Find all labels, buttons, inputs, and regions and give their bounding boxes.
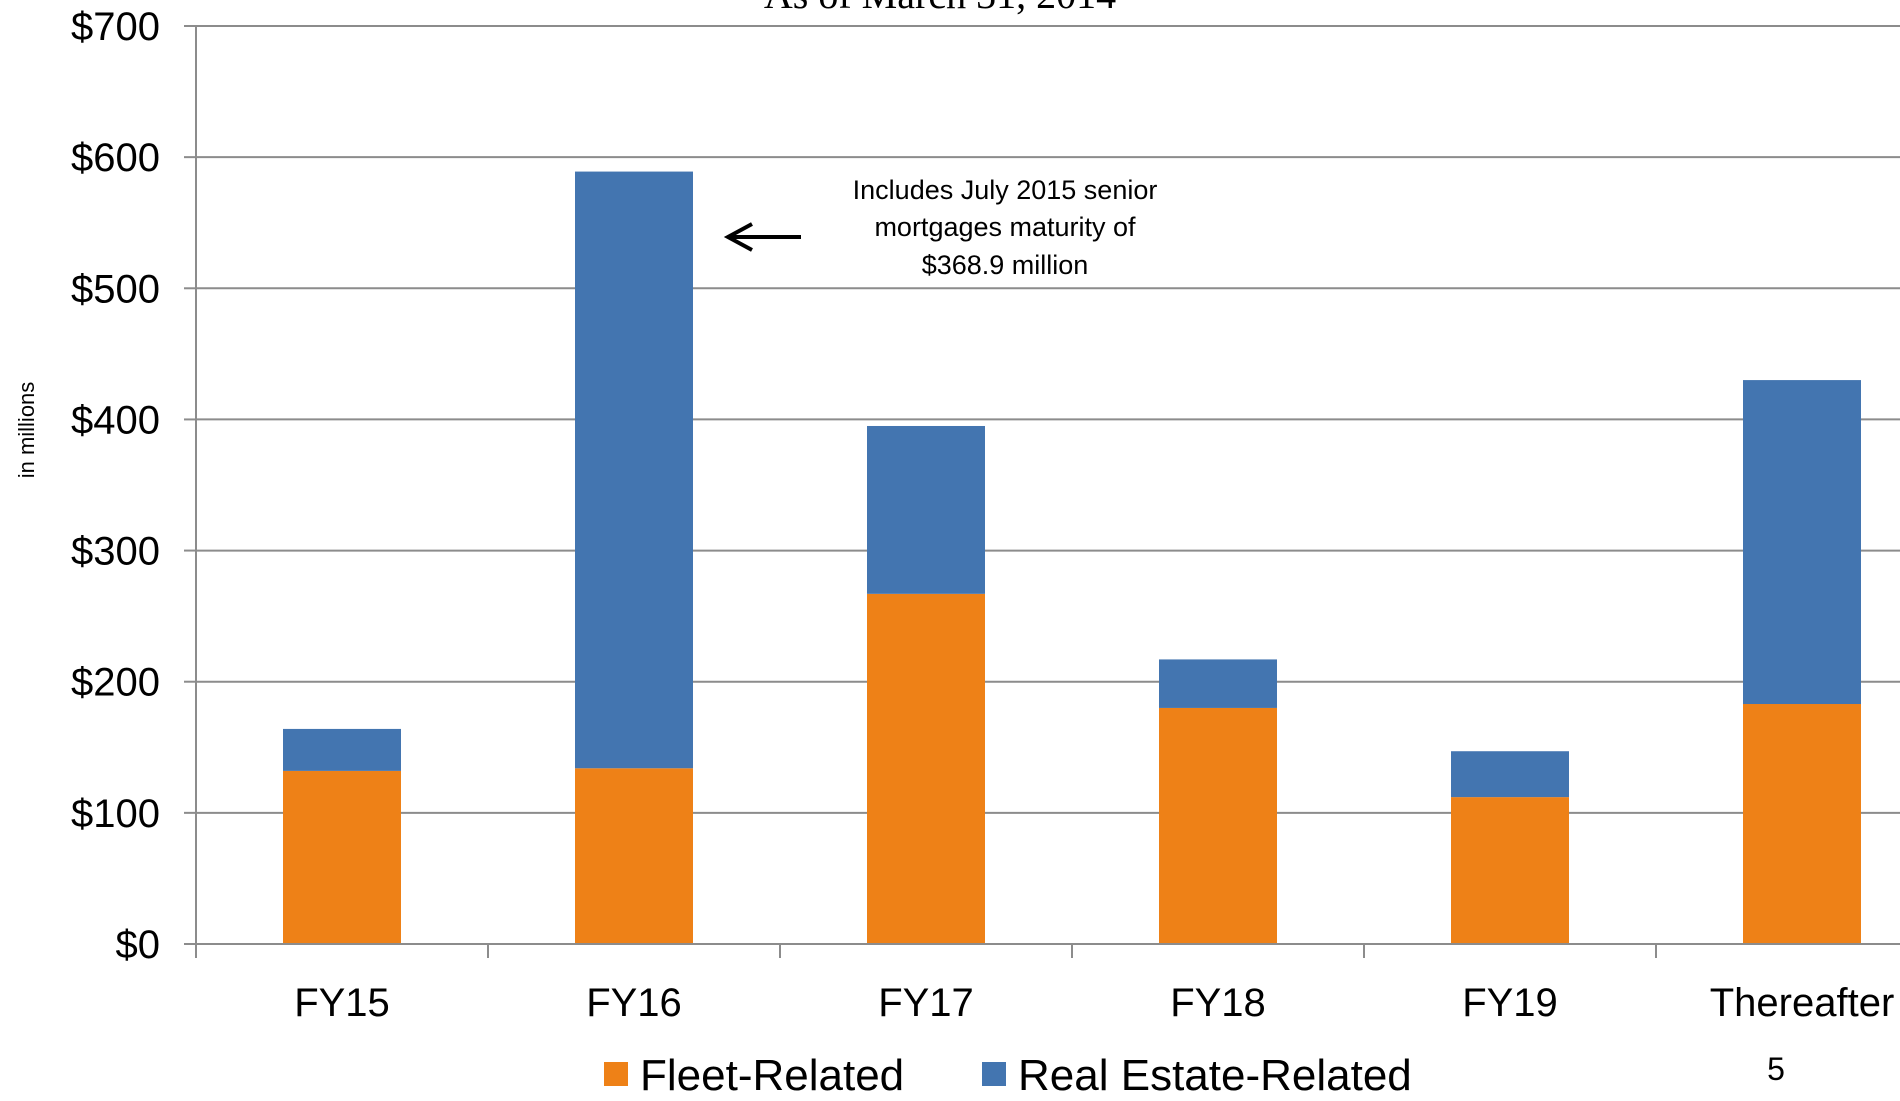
annotation: Includes July 2015 senior mortgages matu… <box>723 175 1158 280</box>
bar-fy18-real-estate-related <box>1159 659 1277 708</box>
bar-fy17-real-estate-related <box>867 425 985 594</box>
bar-fy17-fleet-related <box>867 593 985 944</box>
bar-fy15-fleet-related <box>283 770 401 944</box>
bar-fy15-real-estate-related <box>283 728 401 771</box>
page-number: 5 <box>1767 1051 1785 1087</box>
x-axis-ticks: FY15 FY16 FY17 FY18 FY19 Thereafter <box>195 944 1895 1025</box>
gridlines <box>196 25 1900 814</box>
x-tick-label-thereafter: Thereafter <box>1710 981 1895 1025</box>
legend-label-real-estate-related: Real Estate-Related <box>1018 1051 1412 1096</box>
annotation-arrow-head <box>723 222 753 252</box>
annotation-line-3: $368.9 million <box>922 250 1089 280</box>
bar-fy16-fleet-related <box>575 768 693 944</box>
y-tick-label-500: $500 <box>71 267 160 311</box>
bar-fy16-real-estate-related <box>575 171 693 769</box>
legend-swatch-fleet-related <box>604 1062 628 1086</box>
annotation-line-2: mortgages maturity of <box>874 212 1136 242</box>
legend-label-fleet-related: Fleet-Related <box>640 1051 904 1096</box>
y-tick-label-100: $100 <box>71 792 160 836</box>
axes <box>195 26 1900 945</box>
x-tick-label-fy19: FY19 <box>1462 981 1558 1025</box>
bar-thereafter-fleet-related <box>1743 704 1861 944</box>
chart-subtitle: As of March 31, 2014 <box>764 0 1116 17</box>
y-tick-label-400: $400 <box>71 398 160 442</box>
y-axis-ticks: $0 $100 $200 $300 $400 $500 $600 $700 <box>71 5 196 967</box>
legend-swatch-real-estate-related <box>982 1062 1006 1086</box>
y-tick-label-600: $600 <box>71 136 160 180</box>
bar-thereafter-real-estate-related <box>1743 380 1861 705</box>
bar-fy18-fleet-related <box>1159 707 1277 944</box>
y-axis-label: in millions <box>14 382 39 479</box>
y-tick-label-700: $700 <box>71 5 160 49</box>
legend: Fleet-Related Real Estate-Related <box>604 1051 1412 1100</box>
y-tick-label-200: $200 <box>71 661 160 705</box>
x-tick-label-fy18: FY18 <box>1170 981 1266 1025</box>
bars <box>283 171 1861 944</box>
y-tick-label-300: $300 <box>71 530 160 574</box>
x-tick-label-fy17: FY17 <box>878 981 974 1025</box>
annotation-line-1: Includes July 2015 senior <box>853 175 1158 205</box>
x-tick-label-fy15: FY15 <box>294 981 390 1025</box>
y-tick-label-0: $0 <box>116 923 161 967</box>
bar-fy19-fleet-related <box>1451 797 1569 944</box>
x-tick-label-fy16: FY16 <box>586 981 682 1025</box>
bar-fy19-real-estate-related <box>1451 751 1569 798</box>
